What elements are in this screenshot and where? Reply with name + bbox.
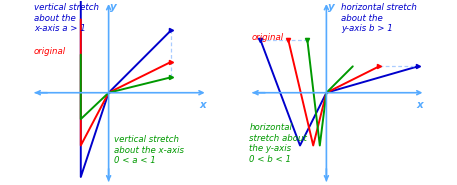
Text: vertical stretch
about the
x-axis a > 1: vertical stretch about the x-axis a > 1	[34, 3, 99, 33]
Text: x: x	[199, 100, 206, 110]
Text: original: original	[34, 47, 66, 56]
Text: horizontal
stretch about
the y-axis
0 < b < 1: horizontal stretch about the y-axis 0 < …	[250, 124, 308, 164]
Text: horizontal stretch
about the
y-axis b > 1: horizontal stretch about the y-axis b > …	[341, 3, 417, 33]
Text: y: y	[328, 2, 335, 12]
Text: x: x	[417, 100, 424, 110]
Text: vertical stretch
about the x-axis
0 < a < 1: vertical stretch about the x-axis 0 < a …	[115, 135, 185, 165]
Text: y: y	[111, 2, 117, 12]
Text: original: original	[252, 33, 284, 42]
